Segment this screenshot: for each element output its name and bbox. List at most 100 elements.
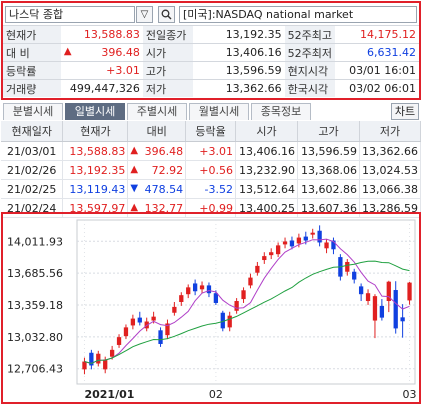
high-value: 13,596.59 [192,61,285,80]
low-value: 13,362.66 [192,79,285,97]
candle-body [82,361,87,370]
column-header: 저가 [359,121,422,142]
pct-cell: +3.01 [185,141,236,161]
quote-label: 전일종가 [142,25,193,44]
ma-long-line [84,260,410,365]
quote-label: 한국시각 [284,79,336,97]
index-search-bar: 나스닥 종합 ▽ [미국]:NASDAQ national market [3,3,419,25]
candle-body [296,237,302,244]
candle-body [206,285,212,294]
candle-body [310,232,315,235]
candle-body [158,330,163,344]
tab-minute[interactable]: 분별시세 [3,103,63,120]
up-arrow-icon: ▲ [130,144,139,156]
candle-body [103,359,108,370]
x-tick-label: 02 [209,388,223,401]
candlestick-chart[interactable]: 14,011.93 13,685.56 13,359.18 13,032.80 12,7… [3,214,419,402]
date-cell: 21/03/01 [1,141,64,161]
tab-stock-info[interactable]: 종목정보 [251,103,311,120]
open-cell: 13,232.90 [235,160,298,180]
candlestick-chart-panel: 14,011.93 13,685.56 13,359.18 13,032.80 12,7… [1,212,421,404]
tab-monthly[interactable]: 월별시세 [189,103,249,120]
current-price-value: 13,588.83 [60,25,143,44]
change-amount: 72.92 [151,163,184,177]
x-axis-labels: 2021/01 02 03 [84,388,416,401]
candle-body [386,281,391,301]
high-cell: 13,602.86 [297,179,360,199]
candle-body [352,271,357,280]
close-cell: 13,119.43 [62,179,129,199]
candle-body [407,282,412,301]
table-row[interactable]: 21/02/26 13,192.35 ▲ 72.92 +0.56 13,232.9… [1,160,422,180]
candle-body [324,242,329,249]
candle-body [137,317,142,323]
local-time-value: 03/01 16:01 [335,61,419,80]
table-row[interactable]: 21/02/25 13,119.43 ▼ 478.54 -3.52 13,512.… [1,179,422,199]
y-tick-label: 14,011.93 [7,235,63,248]
tab-weekly[interactable]: 주별시세 [127,103,187,120]
y-tick-label: 13,685.56 [7,267,63,280]
quote-table: 현재가 13,588.83 전일종가 13,192.35 52주최고 14,17… [3,25,419,97]
candle-body [372,296,378,321]
candle-body [186,287,191,295]
date-cell: 21/02/26 [1,160,64,180]
candle-body [400,317,405,322]
candle-body [255,265,260,273]
low-52w-value: 6,631.42 [335,43,419,62]
candles [82,225,412,375]
candle-body [345,261,350,272]
column-header: 현재가 [62,121,129,142]
quote-label: 거래량 [3,79,61,97]
dropdown-button[interactable]: ▽ [136,6,153,23]
change-amount: 396.48 [144,144,184,158]
quote-label: 52주최고 [284,25,336,44]
pct-cell: +0.56 [185,160,236,180]
change-value: ▲ 396.48 [60,43,143,62]
quote-row: 대 비 ▲ 396.48 시가 13,406.16 52주최저 6,631.42 [3,43,419,62]
candle-body [331,240,336,250]
column-header: 등락율 [185,121,236,142]
candle-body [241,290,246,300]
quote-label: 시가 [142,43,193,62]
high-cell: 13,596.59 [297,141,360,161]
candle-body [358,286,364,295]
candle-body [192,283,198,292]
candle-body [248,277,253,286]
candle-body [151,316,156,321]
tab-bar: 분별시세 일별시세 주별시세 월별시세 종목정보 차트 [1,102,421,121]
market-name-field: [미국]:NASDAQ national market [179,6,417,23]
candle-body [365,293,371,302]
chevron-down-icon: ▽ [140,9,149,20]
prev-close-value: 13,192.35 [192,25,285,44]
change-cell: ▼ 478.54 [127,179,187,199]
change-cell: ▲ 72.92 [127,160,187,180]
column-header: 현재일자 [1,121,64,142]
down-arrow-icon: ▼ [130,182,139,194]
close-cell: 13,192.35 [62,160,129,180]
up-arrow-icon: ▲ [130,201,139,213]
date-cell: 21/02/25 [1,179,64,199]
chart-button[interactable]: 차트 [391,103,419,120]
change-cell: ▲ 396.48 [127,141,187,161]
volume-value: 499,447,326 [60,79,143,97]
candle-body [393,290,398,329]
index-name-input[interactable]: 나스닥 종합 [5,6,135,23]
change-amount: 396.48 [101,46,140,59]
up-arrow-icon: ▲ [63,46,72,57]
up-arrow-icon: ▲ [130,163,139,175]
low-cell: 13,362.66 [359,141,422,161]
candle-body [123,327,129,337]
candle-body [213,293,219,303]
candle-body [289,240,295,247]
column-header: 대비 [127,121,187,142]
table-row[interactable]: 21/03/01 13,588.83 ▲ 396.48 +3.01 13,406.… [1,141,422,161]
daily-price-table: 현재일자 현재가 대비 등락율 시가 고가 저가 21/03/01 13,588… [1,121,422,218]
x-tick-label: 2021/01 [84,388,134,401]
search-button[interactable] [158,6,175,23]
moving-averages [84,238,410,365]
candle-body [96,353,101,364]
candle-body [179,295,184,302]
candle-body [220,312,225,329]
candle-body [234,301,239,311]
tab-daily[interactable]: 일별시세 [65,103,125,120]
